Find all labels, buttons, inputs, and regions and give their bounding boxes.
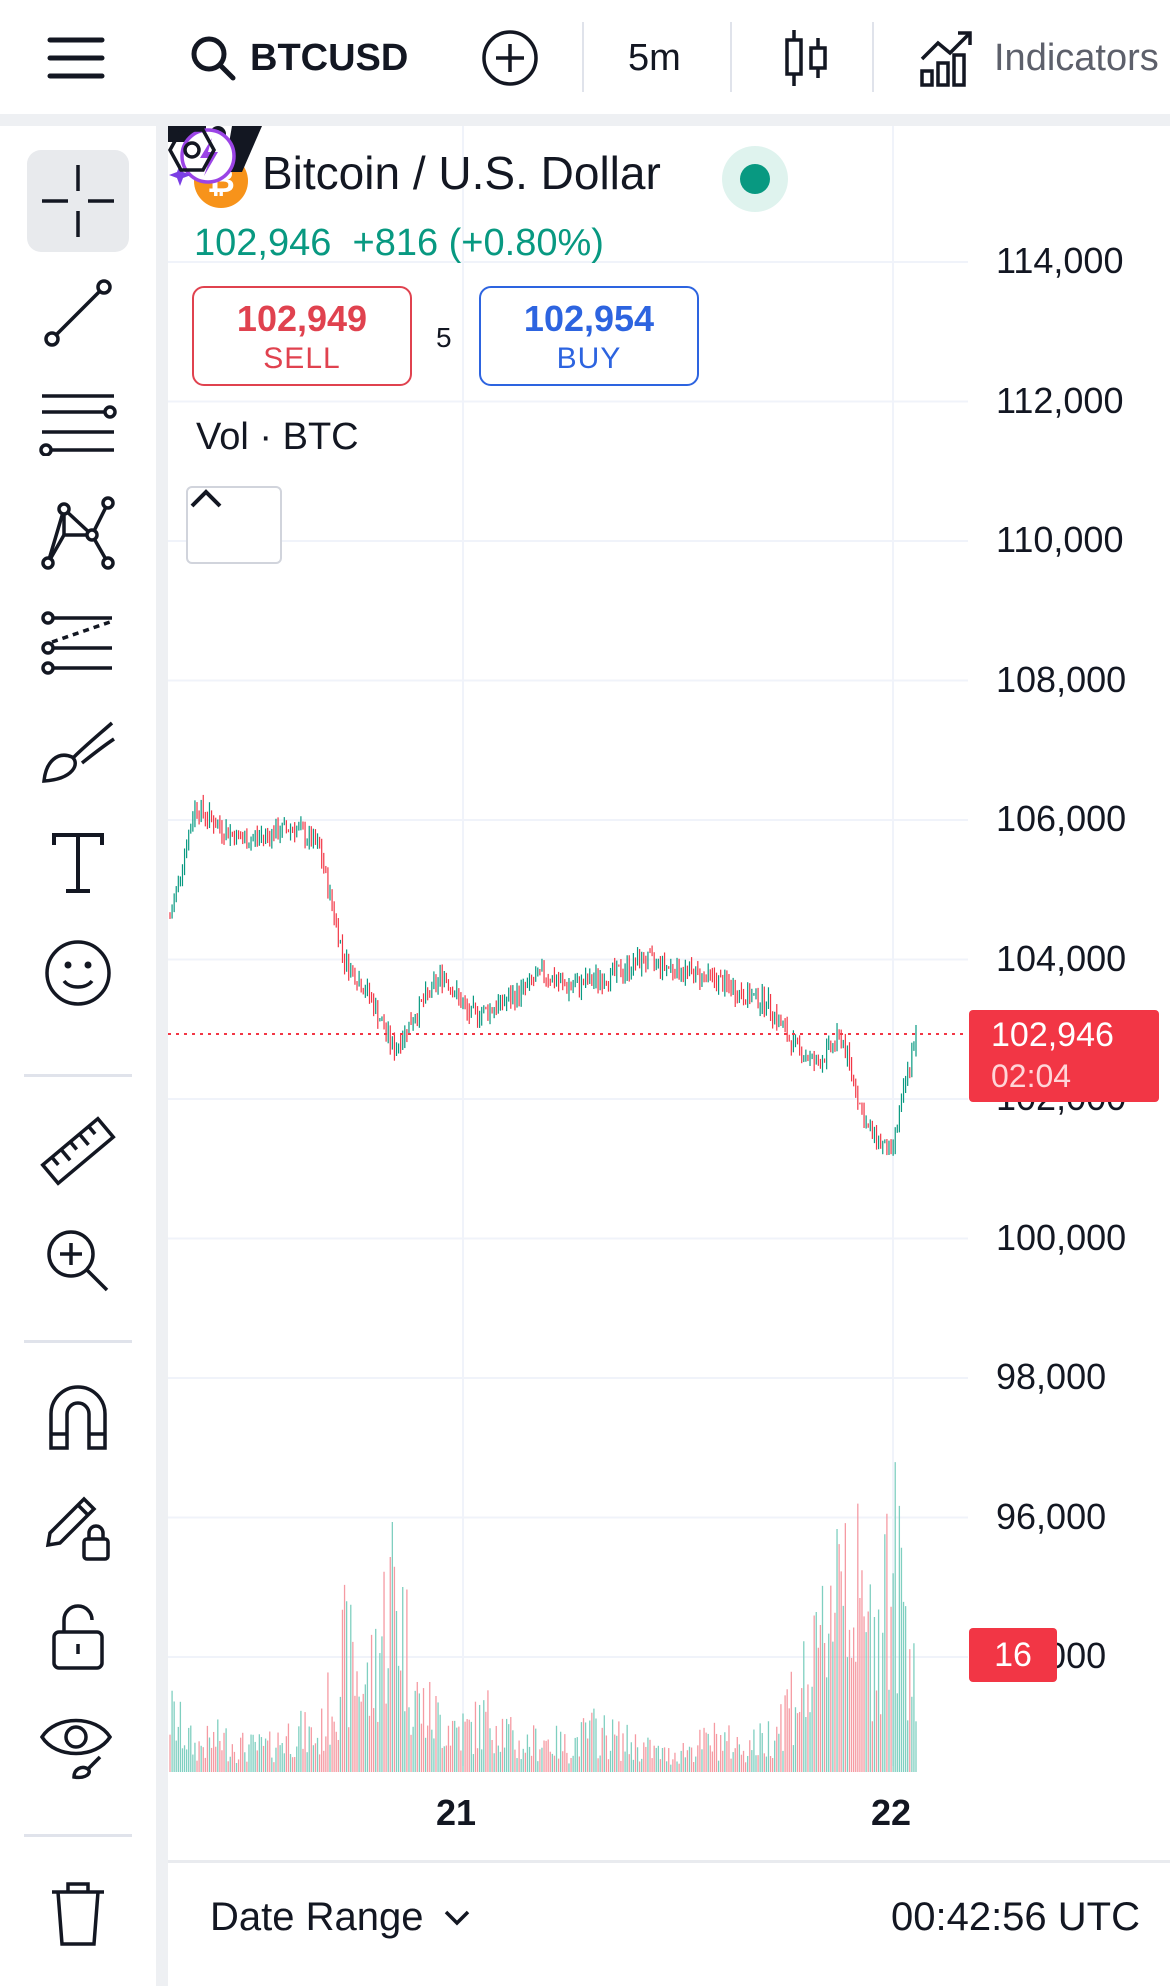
legend-change: +816 (+0.80%) [352, 222, 604, 264]
indicators-label: Indicators [994, 36, 1159, 79]
utc-clock[interactable]: 00:42:56 UTC [890, 1895, 1140, 1939]
candles-icon [785, 30, 827, 86]
horizontal-lines-icon [39, 394, 117, 456]
zoom-in-icon [47, 1230, 109, 1292]
lock-drawing-icon [45, 1496, 110, 1561]
chart-type-button[interactable] [782, 18, 830, 98]
price-chart[interactable] [168, 126, 1170, 1860]
toolbar-gutter [0, 114, 1170, 126]
symbol-search-button[interactable]: BTCUSD [188, 18, 408, 98]
top-toolbar: BTCUSD 5m Indicators [0, 0, 1170, 114]
crosshair-icon [42, 165, 114, 237]
trend-line-tool[interactable] [27, 262, 129, 364]
sell-label: SELL [263, 342, 341, 375]
date-range-button[interactable]: Date Range [210, 1895, 471, 1940]
toolbar-divider [730, 22, 732, 92]
brush-icon [42, 721, 115, 783]
visibility-tool[interactable] [27, 1696, 129, 1798]
bar-countdown: 02:04 [991, 1058, 1072, 1094]
interval-button[interactable]: 5m [628, 18, 681, 98]
toolbar-gutter [156, 126, 168, 1986]
volume-tag: 16 [969, 1628, 1057, 1682]
toolbar-divider [24, 1834, 132, 1837]
sell-price: 102,949 [236, 298, 368, 339]
sell-button[interactable]: 102,949 SELL [192, 286, 412, 386]
emoji-icon [45, 940, 111, 1006]
price-axis-label: 110,000 [996, 519, 1124, 560]
projection-tool[interactable] [27, 592, 129, 694]
buy-button[interactable]: 102,954 BUY [479, 286, 699, 386]
legend-price: 102,946 +816 (+0.80%) [194, 222, 604, 265]
chart-settings-icon[interactable] [168, 126, 216, 174]
lock-icon [52, 1604, 104, 1670]
chart-pane[interactable]: ₿ Bitcoin / U.S. Dollar 102,946 +816 (+0… [168, 126, 1170, 1860]
price-axis-label: 114,000 [996, 240, 1124, 281]
price-axis-label: 96,000 [996, 1495, 1107, 1537]
lock-drawings-tool[interactable] [27, 1476, 129, 1578]
brush-tool[interactable] [27, 702, 129, 804]
drawing-toolbar [0, 126, 156, 1986]
eye-icon [39, 1718, 113, 1780]
bottom-bar: Date Range 00:42:56 UTC [168, 1863, 1170, 1986]
menu-button[interactable] [46, 18, 106, 98]
candles [169, 794, 917, 1156]
buy-price: 102,954 [523, 298, 655, 339]
lines-tool[interactable] [27, 372, 129, 474]
menu-icon [47, 37, 105, 79]
price-axis-label: 106,000 [996, 798, 1127, 839]
lock-tool[interactable] [27, 1586, 129, 1688]
time-axis-label: 22 [871, 1792, 912, 1833]
toolbar-divider [24, 1340, 132, 1343]
symbol-title[interactable]: Bitcoin / U.S. Dollar [262, 147, 661, 199]
text-icon [52, 833, 104, 893]
chevron-down-icon [445, 1910, 470, 1925]
search-icon [191, 36, 236, 81]
price-axis-label: 108,000 [996, 658, 1127, 700]
date-range-label: Date Range [210, 1895, 424, 1939]
market-status[interactable] [722, 146, 788, 212]
spread-value: 5 [436, 322, 452, 353]
indicators-icon [920, 31, 972, 87]
magnet-tool[interactable] [27, 1366, 129, 1468]
last-price-value: 102,946 [991, 1016, 1114, 1054]
projection-icon [41, 611, 112, 675]
price-axis-label: 98,000 [996, 1356, 1107, 1397]
toolbar-divider [24, 1074, 132, 1077]
volume-legend[interactable]: Vol · BTC [196, 416, 359, 458]
crosshair-tool[interactable] [27, 150, 129, 252]
volume-bars [169, 1462, 917, 1772]
bottom-divider [168, 1860, 1170, 1863]
remove-drawings-tool[interactable] [27, 1862, 129, 1964]
ruler-icon [40, 1116, 116, 1186]
price-axis-label: 112,000 [996, 379, 1124, 421]
toolbar-divider [872, 22, 874, 92]
toolbar-divider [582, 22, 584, 92]
symbol-label: BTCUSD [250, 36, 409, 79]
emoji-tool[interactable] [27, 922, 129, 1024]
market-open-dot-icon [740, 164, 770, 194]
collapse-legend-button[interactable] [186, 486, 282, 564]
zoom-tool[interactable] [27, 1210, 129, 1312]
magnet-icon [49, 1385, 107, 1450]
price-axis-label: 100,000 [996, 1216, 1127, 1258]
last-price-tag: 102,946 02:04 [969, 1010, 1159, 1102]
pattern-tool[interactable] [27, 482, 129, 584]
text-tool[interactable] [27, 812, 129, 914]
indicators-button[interactable]: Indicators [918, 18, 1159, 98]
legend-last-price: 102,946 [194, 222, 332, 264]
measure-tool[interactable] [27, 1100, 129, 1202]
chevron-up-icon [190, 489, 222, 508]
trash-icon [52, 1882, 104, 1946]
interval-label: 5m [628, 36, 681, 79]
time-axis-label: 21 [436, 1792, 477, 1833]
price-axis-label: 104,000 [996, 937, 1127, 979]
compare-symbol-button[interactable] [480, 18, 540, 98]
trend-line-icon [44, 279, 112, 347]
buy-label: BUY [556, 342, 622, 375]
plus-circle-icon [482, 30, 538, 86]
pattern-icon [41, 496, 115, 570]
